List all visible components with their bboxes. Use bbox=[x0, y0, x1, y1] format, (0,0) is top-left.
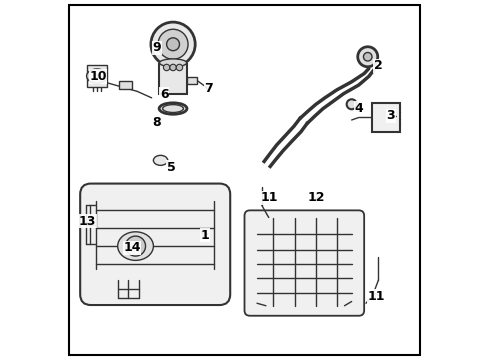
FancyBboxPatch shape bbox=[80, 184, 230, 305]
Text: 5: 5 bbox=[166, 161, 175, 174]
Ellipse shape bbox=[118, 232, 153, 260]
Text: 3: 3 bbox=[386, 109, 394, 122]
Text: 13: 13 bbox=[79, 215, 96, 228]
Circle shape bbox=[151, 22, 195, 66]
Text: 1: 1 bbox=[201, 229, 209, 242]
Text: 8: 8 bbox=[152, 116, 161, 129]
Text: 6: 6 bbox=[160, 88, 168, 101]
Text: 10: 10 bbox=[89, 70, 106, 83]
Circle shape bbox=[125, 236, 145, 256]
Circle shape bbox=[169, 64, 176, 71]
Bar bbox=[86, 65, 107, 87]
FancyBboxPatch shape bbox=[244, 210, 364, 316]
Ellipse shape bbox=[159, 59, 186, 67]
Text: 11: 11 bbox=[367, 289, 385, 303]
Circle shape bbox=[346, 99, 356, 109]
Ellipse shape bbox=[153, 156, 167, 165]
Ellipse shape bbox=[159, 103, 186, 114]
Circle shape bbox=[166, 38, 179, 51]
Bar bbox=[372, 103, 400, 132]
Text: 9: 9 bbox=[152, 41, 161, 54]
Bar bbox=[186, 77, 197, 84]
Circle shape bbox=[363, 53, 371, 61]
Text: 4: 4 bbox=[354, 102, 363, 115]
Bar bbox=[159, 64, 186, 94]
Ellipse shape bbox=[86, 69, 107, 83]
Circle shape bbox=[357, 47, 377, 67]
Circle shape bbox=[176, 64, 183, 71]
Bar bbox=[119, 81, 132, 89]
Text: 11: 11 bbox=[260, 192, 278, 204]
Text: 2: 2 bbox=[373, 59, 382, 72]
Text: 12: 12 bbox=[306, 192, 324, 204]
Circle shape bbox=[158, 29, 188, 59]
Circle shape bbox=[163, 64, 169, 71]
Text: 14: 14 bbox=[123, 241, 141, 255]
Text: 7: 7 bbox=[204, 82, 213, 95]
